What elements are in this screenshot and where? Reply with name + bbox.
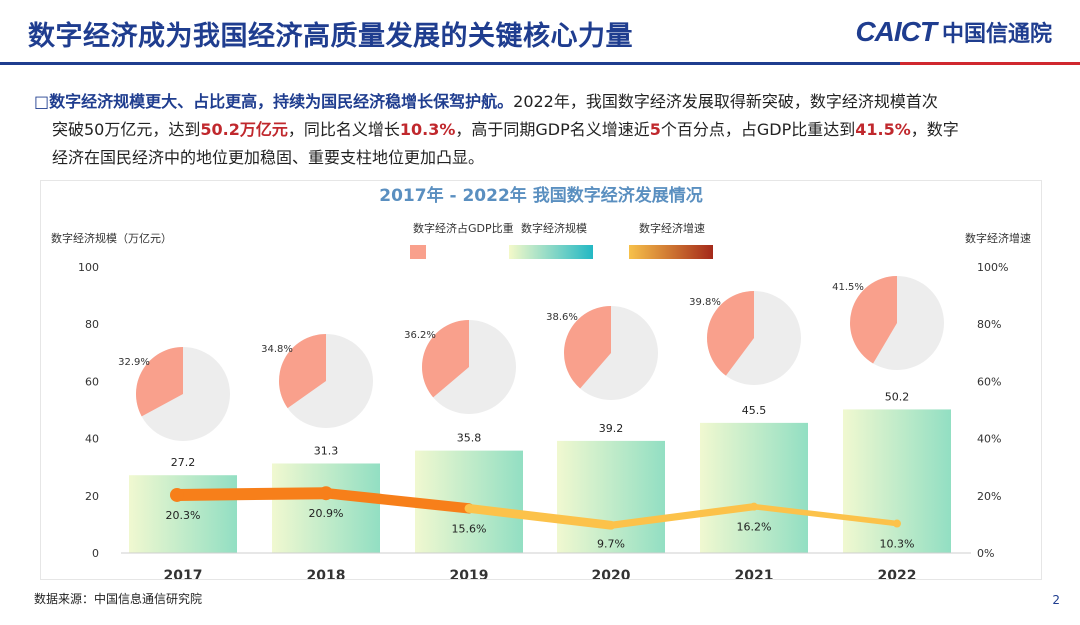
y-tick-right: 80% — [977, 318, 1001, 331]
x-tick-label: 2019 — [450, 568, 489, 579]
y-tick-left: 0 — [92, 547, 99, 560]
growth-value-label: 16.2% — [737, 521, 772, 534]
growth-line-segment — [751, 503, 900, 527]
chart-title: 2017年 - 2022年 我国数字经济发展情况 — [379, 185, 702, 206]
growth-line-segment — [464, 503, 616, 530]
summary-paragraph: □数字经济规模更大、占比更高，持续为国民经济稳增长保驾护航。2022年，我国数字… — [34, 88, 1064, 172]
bar — [129, 475, 237, 553]
x-tick-label: 2018 — [307, 568, 346, 579]
growth-point — [319, 486, 333, 501]
growth-value-label: 10.3% — [880, 538, 915, 551]
pie-value-label: 39.8% — [689, 297, 721, 308]
logo-cn: 中国信通院 — [941, 22, 1052, 47]
x-tick-label: 2021 — [735, 568, 774, 579]
y-axis-right-label: 数字经济增速 — [965, 231, 1031, 245]
lead-sentence: 数字经济规模更大、占比更高，持续为国民经济稳增长保驾护航。 — [49, 92, 514, 111]
y-tick-right: 0% — [977, 547, 994, 560]
growth-point — [170, 487, 184, 502]
page-number: 2 — [1052, 593, 1060, 607]
highlight-share: 41.5% — [855, 120, 911, 139]
pie-share-slice — [135, 347, 183, 417]
growth-value-label: 9.7% — [597, 537, 625, 550]
bar — [843, 409, 951, 553]
growth-value-label: 15.6% — [452, 522, 487, 535]
bar-value-label: 31.3 — [314, 444, 339, 457]
y-tick-right: 20% — [977, 490, 1001, 503]
highlight-scale: 50.2万亿元 — [200, 120, 288, 139]
pie-share-slice — [563, 306, 611, 389]
growth-point — [893, 519, 901, 528]
y-tick-left: 100 — [78, 261, 99, 274]
para-text-1: 2022年，我国数字经济发展取得新突破，数字经济规模首次 — [513, 92, 938, 111]
x-tick-label: 2020 — [592, 568, 631, 579]
pie-value-label: 32.9% — [118, 357, 150, 368]
x-tick-label: 2022 — [878, 568, 917, 579]
highlight-points: 5 — [649, 120, 661, 139]
bullet: □ — [34, 92, 50, 111]
logo-en: CAICT — [855, 16, 937, 47]
pie-share-slice — [278, 334, 326, 409]
y-tick-right: 40% — [977, 433, 1001, 446]
y-tick-left: 60 — [85, 375, 99, 388]
bar-value-label: 35.8 — [457, 432, 482, 445]
para-text-6: ，数字 — [910, 120, 959, 139]
chart-container: 2017年 - 2022年 我国数字经济发展情况 数字经济占GDP比重 数字经济规模… — [40, 180, 1042, 580]
legend-swatch-growth — [629, 245, 713, 259]
legend-label-scale: 数字经济规模 — [521, 221, 587, 235]
pie-share-slice — [707, 291, 754, 376]
para-text-3: ，同比名义增长 — [287, 120, 400, 139]
growth-point — [465, 504, 473, 513]
growth-line-segment — [171, 487, 332, 501]
para-text-5: 个百分点，占GDP比重达到 — [660, 120, 856, 139]
highlight-growth: 10.3% — [399, 120, 456, 139]
bar-value-label: 50.2 — [885, 390, 910, 403]
growth-line-segment — [607, 503, 758, 529]
bar — [272, 463, 380, 553]
y-tick-left: 80 — [85, 318, 99, 331]
growth-point — [750, 502, 758, 511]
para-text-2: 突破50万亿元，达到 — [52, 120, 201, 139]
para-text-7: 经济在国民经济中的地位更加稳固、重要支柱地位更加凸显。 — [52, 148, 485, 167]
bar-value-label: 27.2 — [171, 456, 196, 469]
bar — [700, 422, 808, 553]
pie-share-slice — [850, 276, 897, 364]
pie-value-label: 38.6% — [546, 312, 578, 323]
growth-value-label: 20.9% — [309, 507, 344, 520]
legend-swatch-share — [410, 245, 426, 259]
pie-value-label: 34.8% — [261, 344, 293, 355]
legend-label-share: 数字经济占GDP比重 — [413, 221, 514, 235]
pie-share-slice — [422, 320, 469, 398]
pie-value-label: 36.2% — [404, 330, 436, 341]
legend-label-growth: 数字经济增速 — [639, 221, 705, 235]
growth-point — [607, 521, 615, 530]
header-rule — [0, 62, 1080, 65]
y-axis-left-label: 数字经济规模（万亿元） — [51, 231, 172, 245]
page-title: 数字经济成为我国经济高质量发展的关键核心力量 — [28, 21, 633, 52]
header-rule-accent — [900, 62, 1080, 65]
y-tick-left: 20 — [85, 490, 99, 503]
y-tick-right: 60% — [977, 375, 1001, 388]
growth-value-label: 20.3% — [166, 509, 201, 522]
bar — [557, 440, 665, 553]
legend-swatch-scale — [509, 245, 593, 259]
bar-value-label: 39.2 — [599, 422, 624, 435]
y-tick-left: 40 — [85, 433, 99, 446]
caict-logo: CAICT 中国信通院 — [855, 16, 1052, 48]
y-tick-right: 100% — [977, 261, 1008, 274]
pie-value-label: 41.5% — [832, 282, 864, 293]
para-text-4: ，高于同期GDP名义增速近 — [455, 120, 650, 139]
bar-value-label: 45.5 — [742, 404, 767, 417]
growth-line-segment — [320, 488, 475, 514]
x-tick-label: 2017 — [164, 568, 203, 579]
data-source: 数据来源：中国信息通信研究院 — [34, 592, 203, 606]
